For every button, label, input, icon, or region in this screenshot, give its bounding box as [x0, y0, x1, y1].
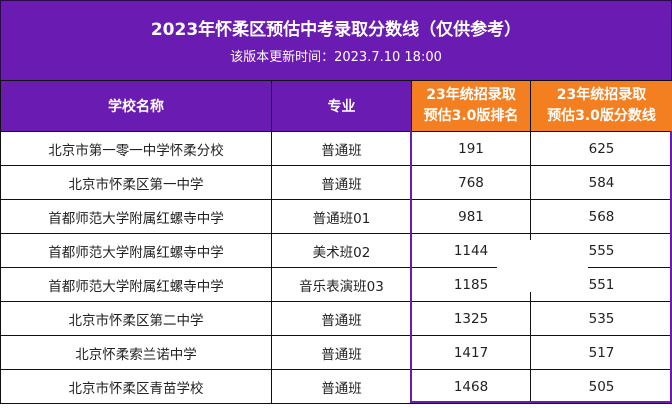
- cell-major: 普通班01: [271, 199, 412, 234]
- col-header-score-line2: 预估3.0版分数线: [547, 108, 656, 124]
- cell-score: 584: [530, 165, 672, 200]
- cell-major: 普通班: [271, 131, 412, 166]
- cell-major: 美术班02: [271, 233, 412, 268]
- title-banner: 2023年怀柔区预估中考录取分数线（仅供参考） 该版本更新时间：2023.7.1…: [0, 0, 672, 82]
- cell-rank: 1417: [411, 335, 531, 370]
- cell-school: 北京市怀柔区青苗学校: [0, 369, 272, 404]
- table-row: 北京怀柔索兰诺中学 普通班 1417 517: [0, 335, 672, 370]
- cell-school: 北京怀柔索兰诺中学: [0, 335, 272, 370]
- cell-school: 北京市怀柔区第一中学: [0, 165, 272, 200]
- cell-major: 普通班: [271, 369, 412, 404]
- table-row: 北京市怀柔区第一中学 普通班 768 584: [0, 165, 672, 200]
- cell-major: 普通班: [271, 335, 412, 370]
- cell-score: 517: [530, 335, 672, 370]
- cell-school: 首都师范大学附属红螺寺中学: [0, 267, 272, 302]
- table-row: 北京市怀柔区第二中学 普通班 1325 535: [0, 301, 672, 336]
- cell-school: 首都师范大学附属红螺寺中学: [0, 199, 272, 234]
- cell-school: 首都师范大学附属红螺寺中学: [0, 233, 272, 268]
- table-row: 首都师范大学附属红螺寺中学 普通班01 981 568: [0, 199, 672, 234]
- col-header-rank-line1: 23年统招录取: [426, 87, 516, 103]
- cell-major: 普通班: [271, 165, 412, 200]
- col-header-school: 学校名称: [0, 80, 272, 132]
- cell-rank: 1325: [411, 301, 531, 336]
- blank-patch: [497, 234, 588, 298]
- cell-rank: 981: [411, 199, 531, 234]
- cell-rank: 1468: [411, 369, 531, 404]
- cell-rank: 191: [411, 131, 531, 166]
- update-timestamp: 该版本更新时间：2023.7.10 18:00: [230, 50, 442, 65]
- table-header-row: 学校名称 专业 23年统招录取 预估3.0版排名 23年统招录取 预估3.0版分…: [0, 80, 672, 132]
- divider-stub: [530, 234, 531, 240]
- cell-major: 普通班: [271, 301, 412, 336]
- col-header-rank-line2: 预估3.0版排名: [423, 108, 519, 124]
- col-header-rank: 23年统招录取 预估3.0版排名: [411, 80, 531, 132]
- cell-score: 535: [530, 301, 672, 336]
- cell-school: 北京市怀柔区第二中学: [0, 301, 272, 336]
- cell-score: 505: [530, 369, 672, 404]
- cell-school: 北京市第一零一中学怀柔分校: [0, 131, 272, 166]
- divider-stub: [530, 292, 531, 298]
- admission-score-table: 学校名称 专业 23年统招录取 预估3.0版排名 23年统招录取 预估3.0版分…: [0, 80, 672, 404]
- col-header-score-line1: 23年统招录取: [556, 87, 647, 103]
- cell-rank: 768: [411, 165, 531, 200]
- table-row: 北京市怀柔区青苗学校 普通班 1468 505: [0, 369, 672, 404]
- col-header-score: 23年统招录取 预估3.0版分数线: [530, 80, 672, 132]
- cell-score: 625: [530, 131, 672, 166]
- table-row: 北京市第一零一中学怀柔分校 普通班 191 625: [0, 131, 672, 166]
- cell-major: 音乐表演班03: [271, 267, 412, 302]
- cell-score: 568: [530, 199, 672, 234]
- col-header-major: 专业: [271, 80, 412, 132]
- page-title: 2023年怀柔区预估中考录取分数线（仅供参考）: [150, 20, 522, 40]
